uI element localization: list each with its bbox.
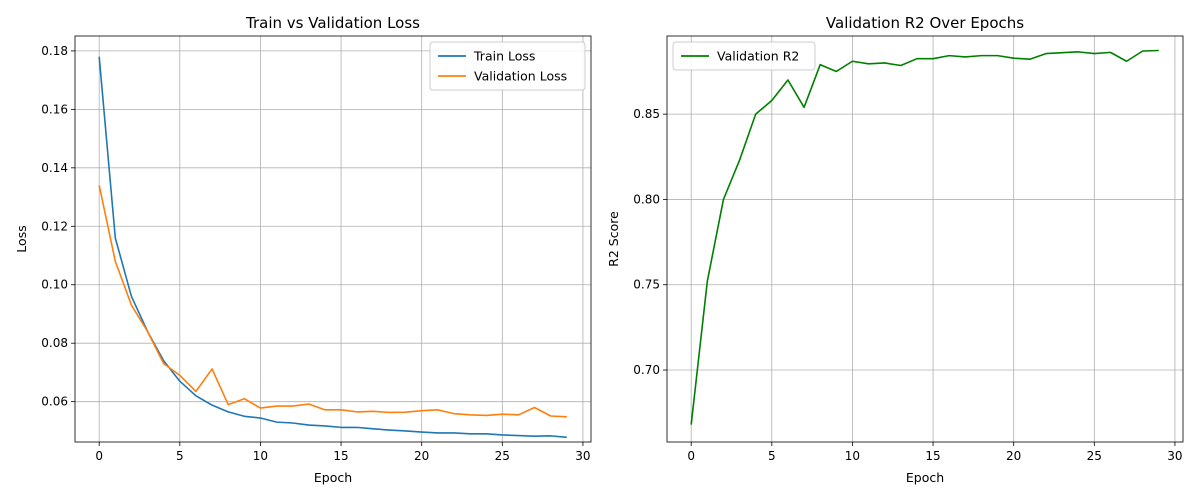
r2-x-axis-label: Epoch <box>906 470 944 485</box>
loss-chart-title: Train vs Validation Loss <box>245 14 420 32</box>
loss-ytick-label: 0.14 <box>41 161 68 175</box>
loss-xtick-label: 10 <box>253 449 268 463</box>
loss-xtick-label: 20 <box>414 449 429 463</box>
loss-ytick-label: 0.18 <box>41 44 68 58</box>
loss-xtick-label: 5 <box>176 449 184 463</box>
r2-xtick-label: 30 <box>1167 449 1182 463</box>
r2-y-axis-label: R2 Score <box>606 211 621 267</box>
loss-xtick-label: 0 <box>95 449 103 463</box>
r2-xtick-label: 15 <box>925 449 940 463</box>
loss-xtick-label: 30 <box>575 449 590 463</box>
r2-xtick-label: 25 <box>1087 449 1102 463</box>
r2-ytick-label: 0.80 <box>633 192 660 206</box>
loss-ytick-label: 0.10 <box>41 278 68 292</box>
r2-xtick-label: 10 <box>845 449 860 463</box>
loss-legend-label-0: Train Loss <box>473 49 535 64</box>
r2-ytick-label: 0.70 <box>633 363 660 377</box>
r2-xtick-label: 20 <box>1006 449 1021 463</box>
r2-ytick-label: 0.75 <box>633 278 660 292</box>
loss-series-line-0 <box>98 56 567 439</box>
r2-legend: Validation R2 <box>672 41 816 71</box>
loss-legend-box <box>429 41 586 91</box>
loss-ytick-label: 0.16 <box>41 102 68 116</box>
r2-chart-title: Validation R2 Over Epochs <box>826 14 1024 32</box>
r2-legend-box <box>672 41 816 71</box>
loss-xtick-label: 15 <box>333 449 348 463</box>
r2-axes-frame <box>666 35 1184 443</box>
r2-series-line-0 <box>690 49 1159 425</box>
r2-ytick-label: 0.85 <box>633 107 660 121</box>
loss-ytick-label: 0.12 <box>41 219 68 233</box>
loss-legend-label-1: Validation Loss <box>474 69 567 84</box>
r2-xtick-label: 0 <box>687 449 695 463</box>
loss-ytick-label: 0.08 <box>41 336 68 350</box>
loss-chart: 0 5 10 15 20 25 30 0.06 0.08 0.10 0.12 0.14 0.16 0.18… <box>14 14 592 485</box>
loss-x-axis-label: Epoch <box>314 470 352 485</box>
loss-xtick-label: 25 <box>495 449 510 463</box>
r2-xtick-label: 5 <box>768 449 776 463</box>
loss-axes-frame <box>74 35 592 443</box>
loss-legend: Train Loss Validation Loss <box>429 41 586 91</box>
loss-series-line-1 <box>98 185 567 418</box>
loss-ytick-label: 0.06 <box>41 395 68 409</box>
r2-chart: 0 5 10 15 20 25 30 0.70 0.75 0.80 0.85 Validation R… <box>606 14 1184 485</box>
loss-y-axis-label: Loss <box>14 225 29 252</box>
r2-legend-label-0: Validation R2 <box>717 49 799 64</box>
